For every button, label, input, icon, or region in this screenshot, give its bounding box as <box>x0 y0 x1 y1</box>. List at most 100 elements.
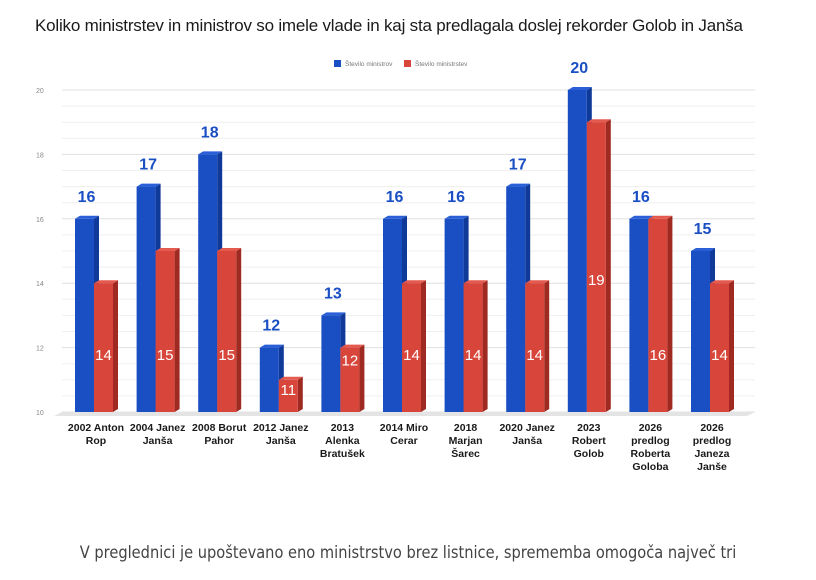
bar-ministrov-top <box>321 312 346 316</box>
bar-ministrov <box>321 315 341 412</box>
y-tick-label: 20 <box>36 88 44 95</box>
bar-ministrov <box>691 251 710 412</box>
bar-ministrstev-top <box>586 119 611 123</box>
bar-ministrstev <box>525 283 545 412</box>
data-label-ministrstev: 16 <box>650 347 667 364</box>
bar-ministrov-top <box>629 215 654 219</box>
bar-ministrov-top <box>75 215 99 219</box>
x-tick-label: Robert <box>572 435 606 447</box>
x-tick-label: predlog <box>693 435 732 447</box>
bar-ministrstev-top <box>217 248 242 251</box>
data-label-ministrov: 18 <box>201 124 219 141</box>
bar-ministrstev-side <box>482 280 488 412</box>
x-tick-label: Rop <box>86 435 106 447</box>
bar-ministrov-top <box>198 151 223 155</box>
data-label-ministrov: 16 <box>78 189 96 206</box>
bar-ministrov <box>75 218 94 412</box>
data-label-ministrov: 20 <box>570 60 588 77</box>
data-label-ministrstev: 19 <box>588 272 605 289</box>
x-tick-label: 2013 <box>331 422 355 434</box>
x-tick-label: 2004 Janez <box>130 422 185 434</box>
chart-floor <box>54 412 755 416</box>
bar-ministrstev-top <box>402 280 426 284</box>
x-tick-label: Bratušek <box>320 448 365 460</box>
x-tick-label: Goloba <box>632 461 668 473</box>
x-tick-label: 2018 <box>454 422 478 434</box>
bar-ministrov-top <box>567 87 592 90</box>
bar-ministrstev <box>402 283 421 412</box>
bar-ministrov <box>506 186 526 412</box>
bar-ministrstev <box>648 218 668 412</box>
x-tick-label: 2014 Miro <box>380 422 428 434</box>
x-tick-label: Roberta <box>631 448 671 460</box>
x-tick-label: Golob <box>574 448 604 460</box>
x-tick-label: 2012 Janez <box>253 422 308 434</box>
data-label-ministrstev: 15 <box>157 347 174 364</box>
bar-ministrstev-top <box>710 280 734 284</box>
caption: V preglednici je upoštevano eno ministrs… <box>79 543 737 563</box>
bar-ministrstev-top <box>463 280 488 284</box>
data-label-ministrov: 16 <box>632 189 650 206</box>
x-tick-label: Janša <box>143 435 173 447</box>
bar-ministrov <box>444 218 464 412</box>
x-tick-label: 2023 <box>577 422 601 434</box>
bar-ministrstev <box>155 251 175 412</box>
x-tick-label: 2026 <box>639 422 663 434</box>
x-tick-label: 2002 Anton <box>68 422 124 434</box>
x-tick-label: 2008 Borut <box>192 422 247 434</box>
data-label-ministrov: 15 <box>694 221 712 238</box>
legend-label-ministrstev: Število ministrstev <box>415 59 468 68</box>
bar-ministrov-top <box>136 183 161 187</box>
bar-ministrstev-side <box>359 344 365 412</box>
bar-ministrstev-side <box>544 280 550 412</box>
data-label-ministrstev: 12 <box>342 353 359 370</box>
x-tick-label: Šarec <box>451 447 480 460</box>
bar-ministrov <box>629 218 649 412</box>
bar-ministrov-top <box>691 248 715 251</box>
y-tick-label: 12 <box>36 346 44 353</box>
bar-ministrov <box>259 347 279 412</box>
bar-ministrstev-top <box>525 280 550 284</box>
bar-ministrstev-side <box>605 119 611 412</box>
data-label-ministrov: 17 <box>509 157 527 174</box>
data-label-ministrov: 16 <box>447 189 465 206</box>
bar-ministrstev <box>340 347 360 412</box>
x-tick-label: 2026 <box>700 422 724 434</box>
bar-ministrstev-side <box>236 248 242 412</box>
chart-title: Koliko ministrstev in ministrov so imele… <box>35 16 743 35</box>
data-label-ministrstev: 14 <box>526 347 543 364</box>
bar-ministrov <box>136 186 156 412</box>
bar-ministrstev-top <box>648 215 673 219</box>
bar-ministrov-top <box>506 183 531 187</box>
bar-ministrstev <box>710 283 729 412</box>
bar-ministrov <box>198 154 218 412</box>
legend-swatch-ministrov <box>334 60 341 67</box>
bar-ministrstev-top <box>278 376 303 380</box>
data-label-ministrstev: 14 <box>465 347 482 364</box>
bar-ministrstev-top <box>155 248 180 251</box>
data-label-ministrstev: 14 <box>95 347 112 364</box>
x-tick-label: Cerar <box>390 435 417 447</box>
bar-ministrstev-top <box>94 280 118 284</box>
bar-ministrstev-side <box>421 280 426 412</box>
bar-ministrov-top <box>259 344 284 348</box>
data-label-ministrstev: 14 <box>711 347 728 364</box>
bar-ministrov <box>567 90 587 412</box>
bar-ministrstev-side <box>113 280 118 412</box>
y-tick-label: 18 <box>36 152 44 159</box>
bar-ministrov <box>383 218 402 412</box>
x-tick-label: Janša <box>512 435 542 447</box>
x-tick-label: predlog <box>631 435 670 447</box>
bar-ministrstev-top <box>340 344 365 348</box>
y-tick-label: 10 <box>36 410 44 417</box>
x-tick-label: Marjan <box>449 435 483 447</box>
y-tick-label: 16 <box>36 217 44 224</box>
data-label-ministrov: 17 <box>139 157 157 174</box>
bar-ministrov-top <box>444 215 469 219</box>
x-tick-label: Janše <box>697 461 727 473</box>
bar-ministrstev <box>586 122 606 412</box>
data-label-ministrstev: 14 <box>403 347 420 364</box>
data-label-ministrov: 16 <box>386 189 404 206</box>
x-tick-label: 2020 Janez <box>499 422 554 434</box>
bar-ministrstev-side <box>297 376 303 412</box>
